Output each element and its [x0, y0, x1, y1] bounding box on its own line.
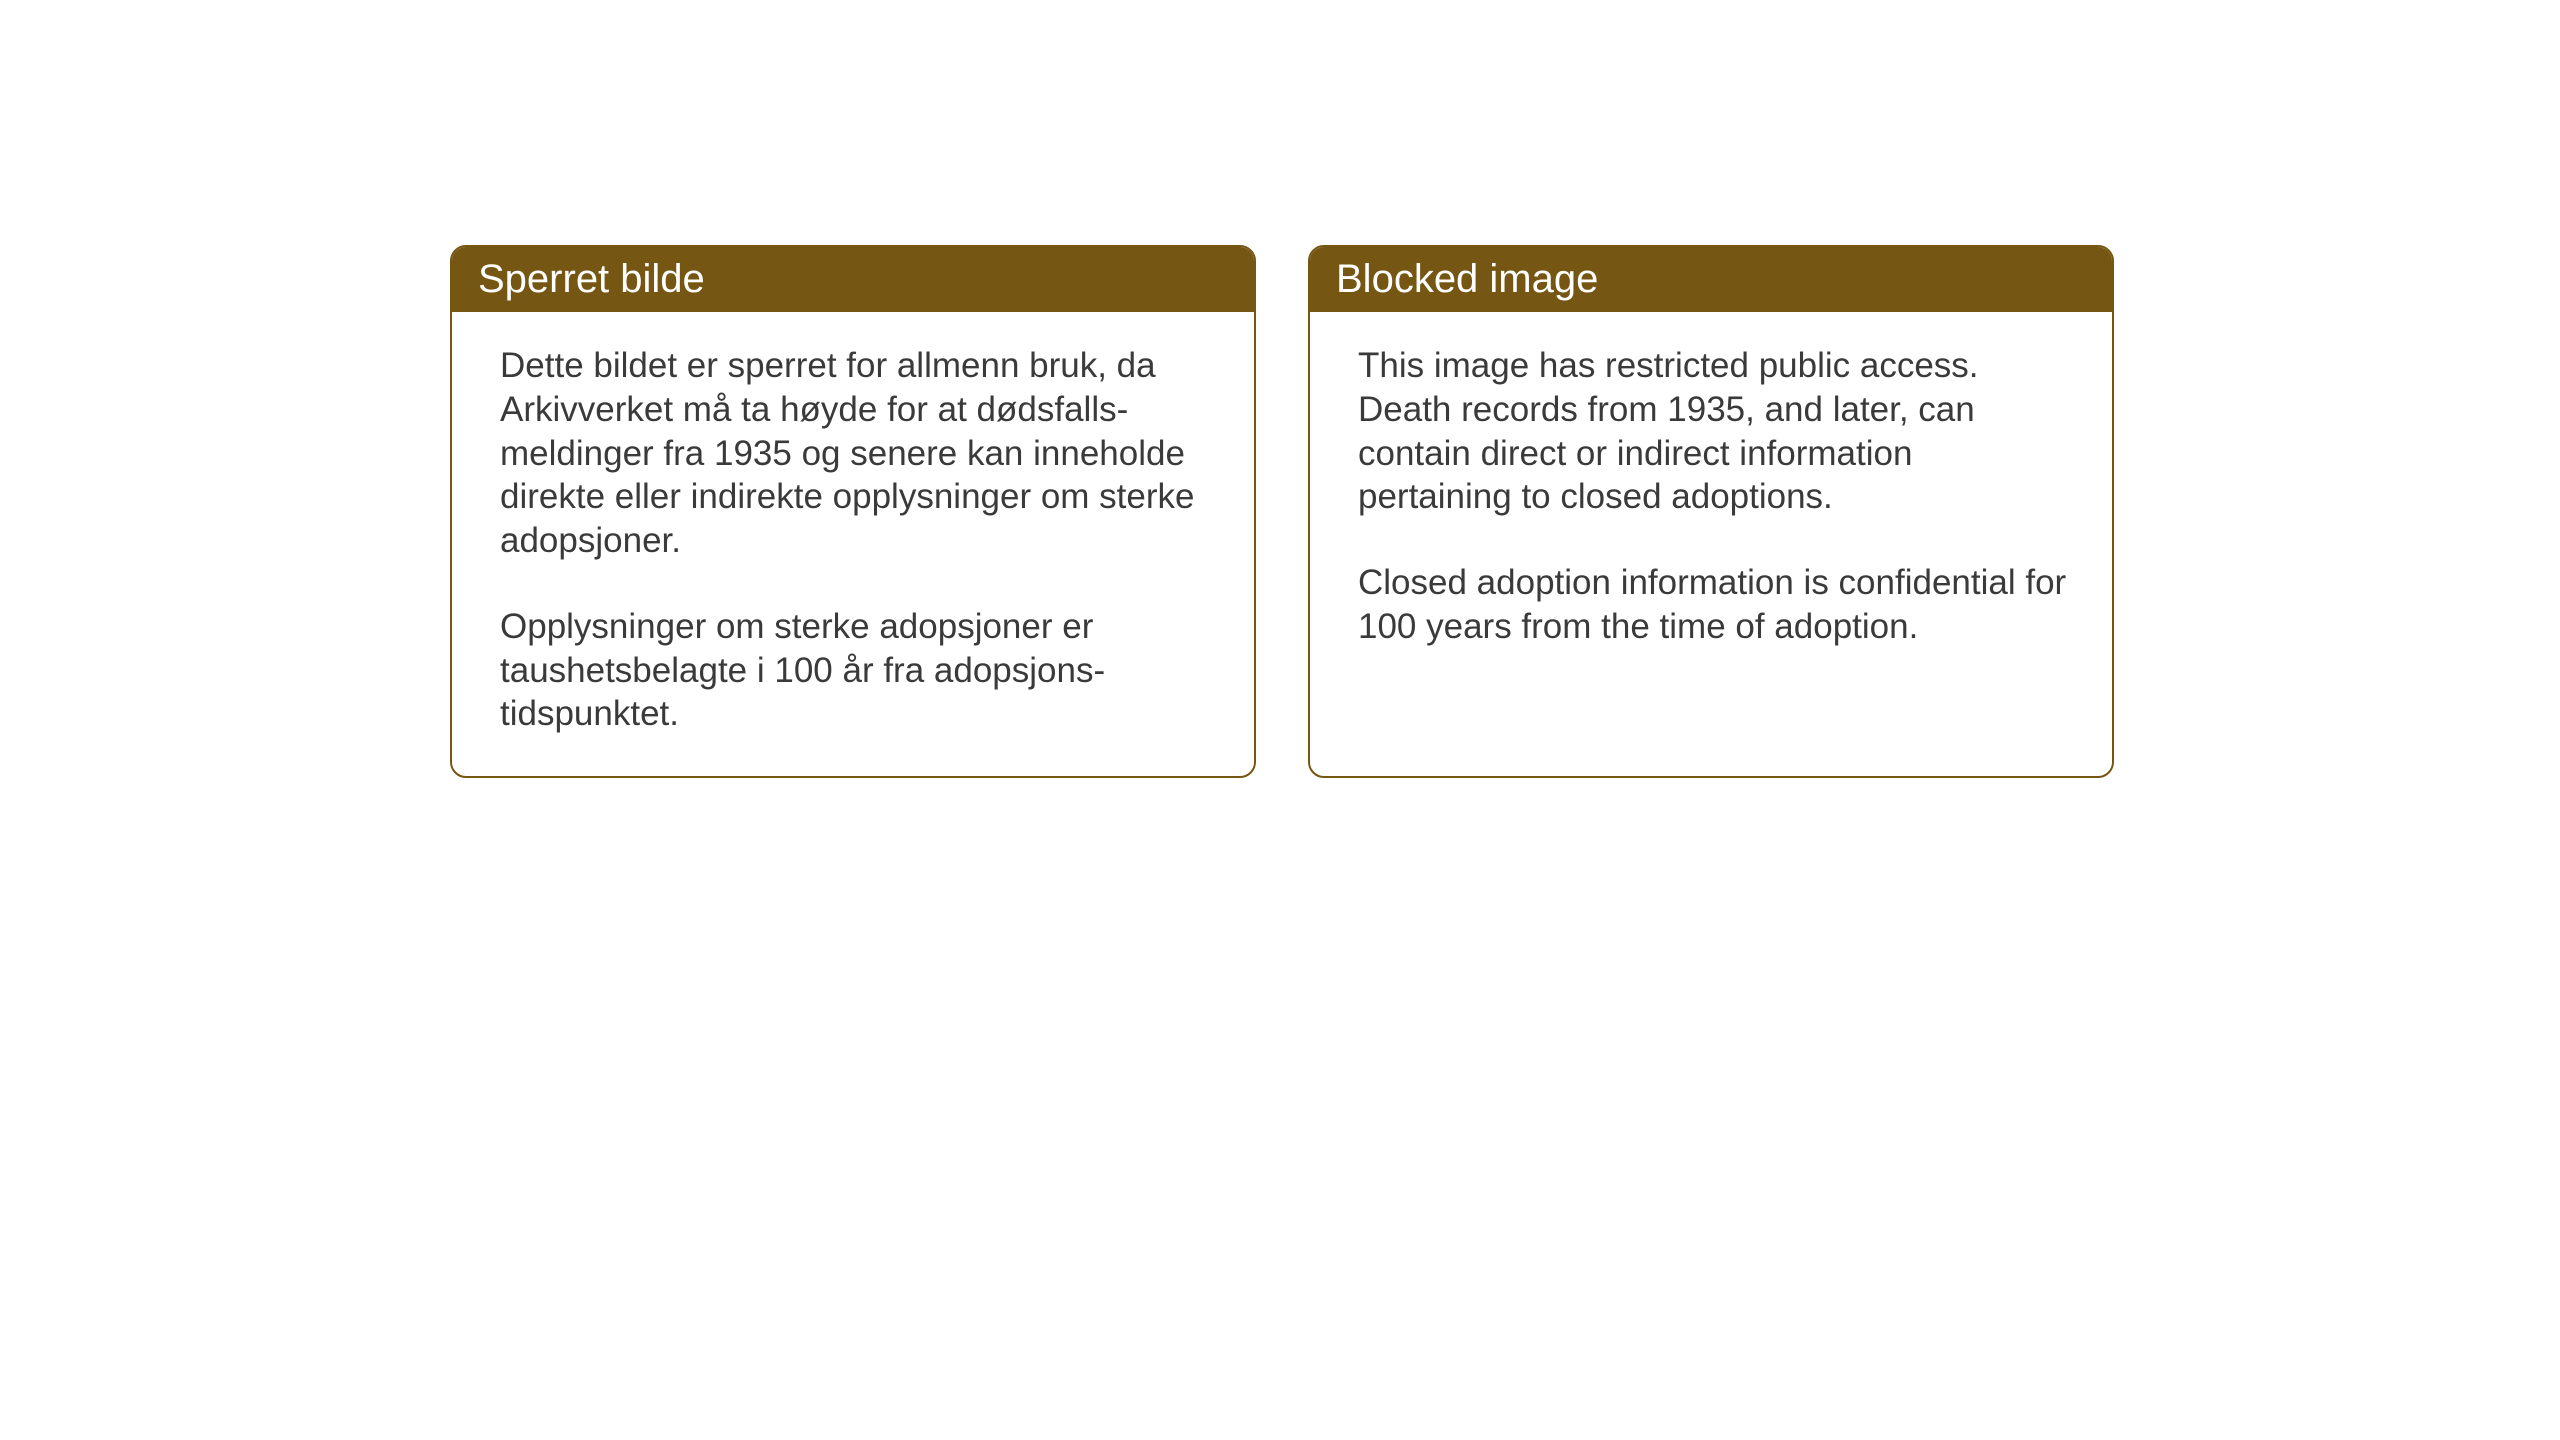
english-paragraph-2: Closed adoption information is confident… [1358, 561, 2070, 649]
norwegian-paragraph-2: Opplysninger om sterke adopsjoner er tau… [500, 605, 1212, 736]
norwegian-paragraph-1: Dette bildet er sperret for allmenn bruk… [500, 344, 1212, 563]
notice-cards-container: Sperret bilde Dette bildet er sperret fo… [450, 245, 2114, 778]
english-card-body: This image has restricted public access.… [1310, 312, 2112, 724]
norwegian-card-body: Dette bildet er sperret for allmenn bruk… [452, 312, 1254, 776]
norwegian-notice-card: Sperret bilde Dette bildet er sperret fo… [450, 245, 1256, 778]
norwegian-card-title: Sperret bilde [452, 247, 1254, 312]
english-card-title: Blocked image [1310, 247, 2112, 312]
english-notice-card: Blocked image This image has restricted … [1308, 245, 2114, 778]
english-paragraph-1: This image has restricted public access.… [1358, 344, 2070, 519]
